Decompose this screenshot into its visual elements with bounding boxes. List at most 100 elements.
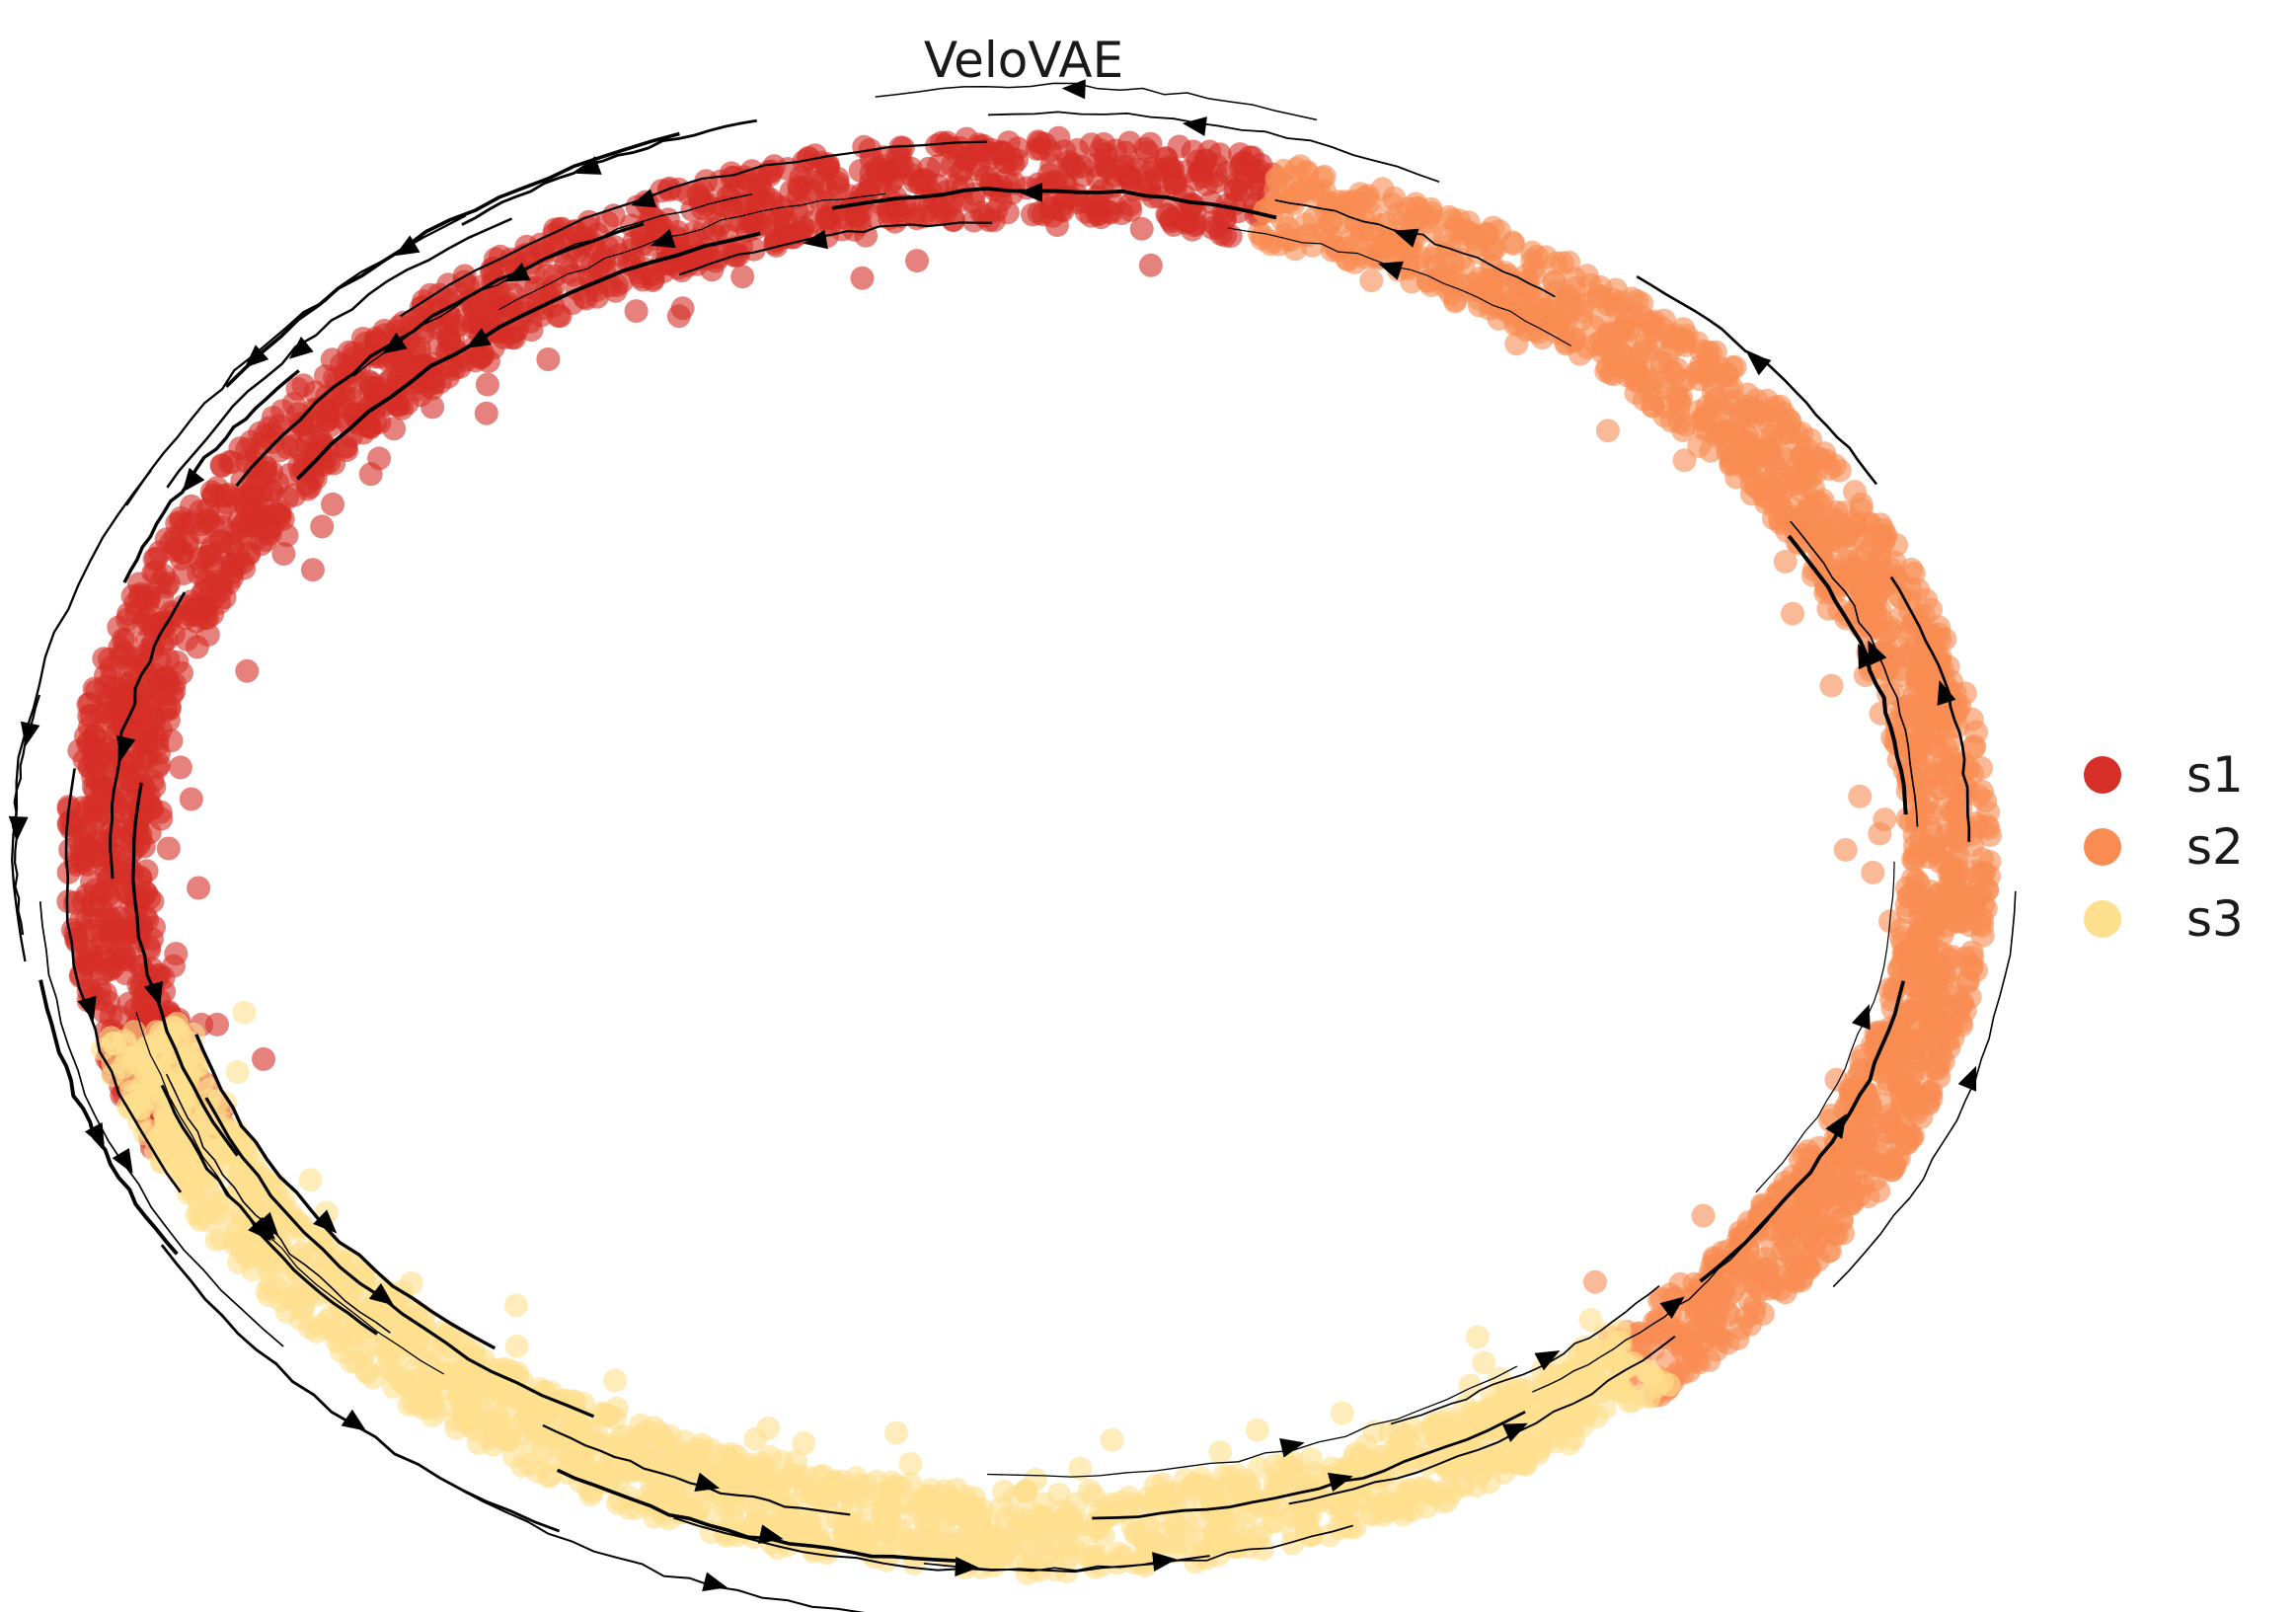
cell-point-s1	[534, 264, 559, 288]
cell-point-s1	[85, 791, 110, 815]
cell-point-s1	[252, 1046, 275, 1071]
cell-point-s2	[1950, 909, 1974, 934]
cell-point-s3	[1299, 1523, 1324, 1548]
cell-point-s2	[1850, 1147, 1875, 1172]
cell-point-s3	[1204, 1517, 1229, 1542]
stream-arrowhead	[1957, 1065, 1977, 1092]
cell-point-s3	[1367, 1444, 1392, 1469]
cell-point-s1	[475, 372, 499, 397]
cell-point-s2	[1914, 587, 1939, 612]
cell-point-s1	[1200, 215, 1225, 240]
cell-point-s1	[77, 939, 102, 963]
cell-point-s3	[190, 1070, 214, 1095]
cell-point-s1	[185, 635, 209, 659]
legend-marker-s2	[2084, 828, 2121, 866]
cell-point-s1	[991, 140, 1016, 165]
cell-point-s3	[1637, 1385, 1661, 1410]
cell-point-s2	[1423, 254, 1448, 278]
cell-point-s1	[730, 265, 755, 289]
cell-point-s3	[1030, 1517, 1054, 1542]
cell-point-s2	[1794, 499, 1818, 523]
points-layer	[56, 125, 2003, 1585]
cell-point-s1	[251, 504, 275, 529]
cell-point-s2	[1359, 269, 1384, 293]
cell-point-s1	[104, 859, 127, 883]
cell-point-s2	[1382, 186, 1407, 210]
cell-point-s1	[132, 587, 157, 612]
cell-point-s3	[442, 1407, 467, 1431]
cell-point-s3	[534, 1424, 559, 1449]
cell-point-s2	[1766, 471, 1791, 496]
cell-point-s2	[1725, 1327, 1750, 1350]
cell-point-s3	[675, 1483, 700, 1507]
cell-point-s1	[844, 204, 869, 229]
cell-point-s1	[1138, 253, 1163, 277]
cell-point-s2	[1684, 1348, 1709, 1373]
cell-point-s3	[981, 1547, 1006, 1572]
cell-point-s1	[129, 676, 154, 701]
cell-point-s3	[1002, 1504, 1027, 1529]
cell-point-s1	[344, 403, 368, 427]
cell-point-s2	[1933, 627, 1957, 652]
cell-point-s2	[1608, 290, 1633, 314]
cell-point-s1	[92, 1000, 116, 1024]
cell-point-s3	[1339, 1499, 1363, 1523]
cell-point-s2	[1858, 1110, 1882, 1134]
cell-point-s1	[171, 562, 195, 586]
cell-point-s1	[101, 912, 125, 937]
cell-point-s3	[116, 1067, 141, 1092]
cell-point-s1	[364, 329, 389, 353]
cell-point-s1	[363, 387, 388, 412]
cell-point-s1	[313, 435, 338, 460]
cell-point-s1	[152, 564, 177, 588]
cell-point-s1	[217, 449, 242, 474]
cell-point-s1	[536, 347, 561, 371]
cell-point-s2	[1761, 399, 1786, 423]
legend-marker-s1	[2084, 756, 2121, 794]
cell-point-s2	[1601, 362, 1626, 387]
cell-point-s2	[1455, 219, 1480, 244]
cell-point-s2	[1842, 1122, 1867, 1147]
cell-point-s1	[474, 401, 498, 425]
cell-point-s2	[1875, 1067, 1900, 1092]
cell-point-s2	[1932, 834, 1956, 859]
cell-point-s1	[148, 611, 173, 635]
cell-point-s1	[686, 182, 711, 206]
cell-point-s1	[1167, 134, 1191, 159]
cell-point-s2	[1795, 457, 1819, 482]
cell-point-s1	[1000, 181, 1025, 205]
cell-point-s3	[810, 1487, 835, 1511]
cell-point-s1	[919, 180, 944, 204]
cell-point-s1	[109, 948, 132, 972]
cell-point-s3	[647, 1420, 671, 1445]
cell-point-s1	[97, 742, 121, 767]
cell-point-s2	[1764, 1183, 1789, 1207]
cell-point-s1	[208, 578, 233, 603]
cell-point-s1	[575, 215, 600, 240]
cell-point-s1	[630, 224, 654, 249]
cell-point-s2	[1889, 917, 1914, 942]
cell-point-s1	[1207, 142, 1232, 167]
cell-point-s1	[1118, 169, 1142, 193]
cell-point-s1	[176, 529, 200, 554]
cell-point-s1	[966, 153, 991, 178]
cell-point-s3	[1380, 1471, 1404, 1496]
cell-point-s1	[224, 487, 249, 511]
cell-point-s3	[884, 1420, 909, 1445]
cell-point-s1	[135, 995, 160, 1020]
cell-point-s2	[1685, 1286, 1710, 1311]
cell-point-s2	[1974, 878, 1999, 902]
cell-point-s2	[1873, 807, 1897, 832]
cell-point-s1	[179, 787, 203, 811]
cell-point-s3	[504, 1293, 528, 1318]
cell-point-s2	[1871, 517, 1895, 542]
cell-point-s2	[1723, 389, 1748, 414]
cell-point-s3	[749, 1451, 774, 1475]
cell-point-s1	[118, 830, 143, 855]
cell-point-s2	[1676, 1321, 1701, 1345]
cell-point-s2	[1792, 1142, 1816, 1167]
cell-point-s2	[1651, 370, 1676, 394]
cell-point-s2	[1376, 231, 1401, 256]
cell-point-s2	[1595, 419, 1620, 443]
